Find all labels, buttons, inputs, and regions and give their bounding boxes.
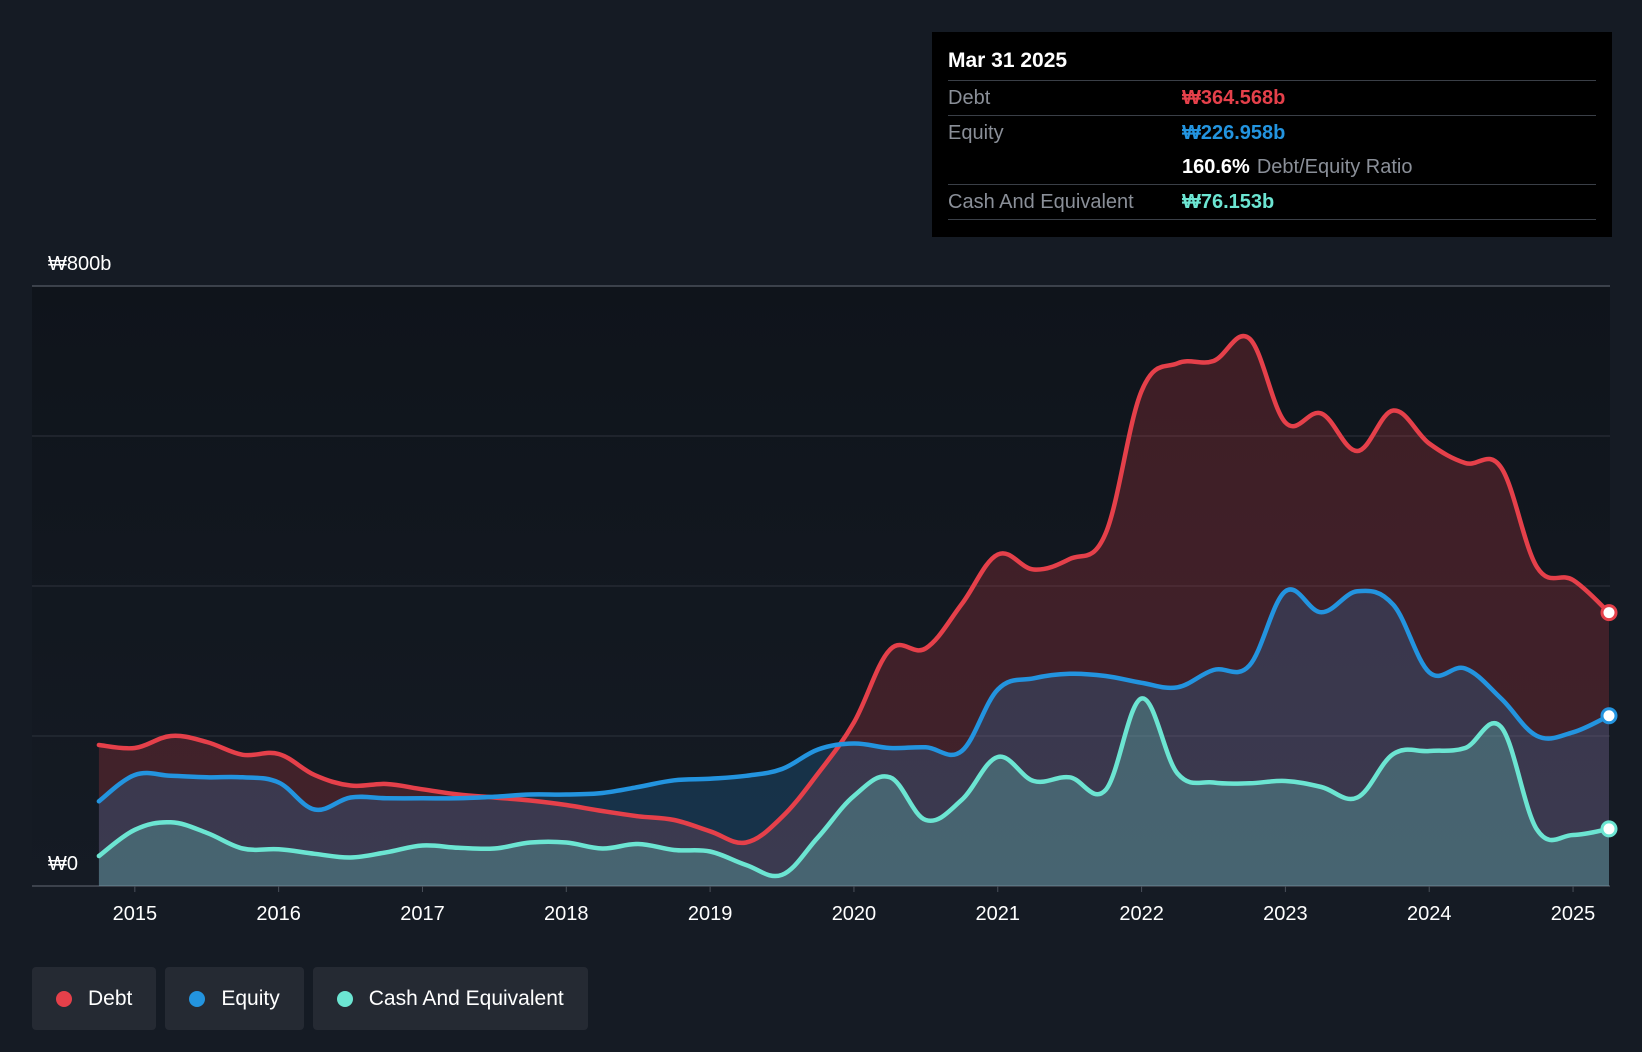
tooltip-equity-row: Equity ₩226.958b [948,115,1596,150]
cash-area [98,698,1609,886]
tooltip-date: Mar 31 2025 [948,49,1068,72]
debt-end-marker [1600,604,1618,622]
x-tick-label-2017: 2017 [400,903,445,925]
x-axis-ticks: 2015 2016 2017 2018 2019 2020 2021 2022 2023 2024… [113,886,1596,925]
tooltip-ratio-row: 160.6% Debt/Equity Ratio [948,150,1596,184]
tooltip-ratio-value: 160.6% [1182,155,1250,178]
debt-dot-icon [56,990,72,1007]
cash-dot-icon [336,990,353,1007]
debt-line [96,333,1612,846]
series-lines [96,333,1612,879]
tooltip-cash-label: Cash And Equivalent [948,190,1134,213]
legend-item-cash[interactable]: Cash And Equivalent [312,967,588,1030]
x-tick-label-2022: 2022 [1119,903,1164,925]
x-tick-label-2019: 2019 [688,903,733,925]
x-tick-label-2021: 2021 [976,903,1021,925]
tooltip-debt-value: ₩364.568b [1182,86,1286,109]
legend-label-equity: Equity [221,986,280,1010]
tooltip-cash-value: ₩76.153b [1182,190,1275,213]
equity-dot-icon [189,990,206,1007]
equity-area [98,589,1609,886]
tooltip-equity-label: Equity [948,121,1004,144]
y-axis-bottom-label: ₩0 [48,853,78,875]
series-areas [98,335,1609,886]
x-tick-label-2015: 2015 [113,903,158,925]
tooltip-equity-value: ₩226.958b [1182,121,1286,144]
legend-label-debt: Debt [88,986,133,1010]
tooltip-ratio-label: Debt/Equity Ratio [1256,155,1413,178]
tooltip-panel: Mar 31 2025 Debt ₩364.568b Equity ₩226.9… [932,32,1612,237]
x-tick-label-2025: 2025 [1551,903,1596,925]
x-tick-label-2016: 2016 [256,903,301,925]
y-axis-top-label: ₩800b [48,253,111,275]
debt-area [98,335,1609,886]
cash-line [96,696,1612,879]
legend-item-debt[interactable]: Debt [32,967,157,1030]
x-tick-label-2023: 2023 [1263,903,1308,925]
equity-end-marker [1600,707,1618,725]
legend-item-equity[interactable]: Equity [165,967,304,1030]
gridlines [32,285,1610,887]
x-tick-label-2020: 2020 [832,903,877,925]
tooltip-cash-row: Cash And Equivalent ₩76.153b [948,184,1596,220]
end-markers [1600,604,1618,838]
x-tick-label-2024: 2024 [1407,903,1452,925]
tooltip-debt-row: Debt ₩364.568b [948,80,1596,115]
equity-line [96,587,1612,813]
tooltip-debt-label: Debt [948,86,991,109]
legend-label-cash: Cash And Equivalent [368,986,564,1010]
x-tick-label-2018: 2018 [544,903,589,925]
cash-end-marker [1600,820,1618,838]
legend: Debt Equity Cash And Equivalent [32,967,597,1030]
